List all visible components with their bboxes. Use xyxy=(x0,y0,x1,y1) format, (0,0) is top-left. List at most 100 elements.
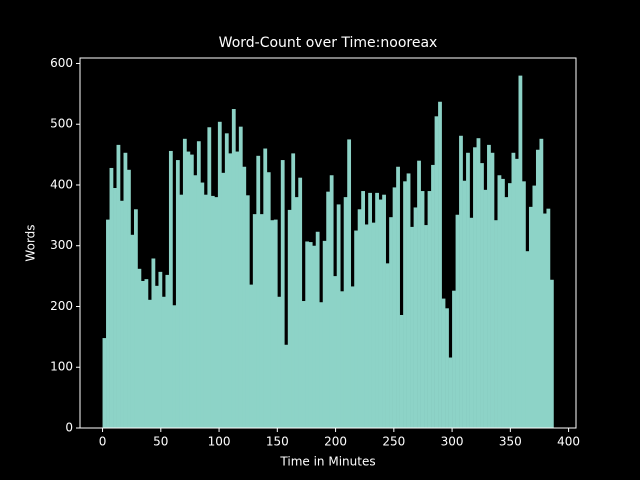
bar xyxy=(200,182,205,428)
bar xyxy=(490,152,495,428)
bar xyxy=(182,138,187,428)
bar xyxy=(113,188,117,428)
bar xyxy=(406,173,411,428)
bar xyxy=(127,169,131,428)
bar xyxy=(130,234,135,428)
bar xyxy=(361,191,366,428)
bar xyxy=(508,183,512,428)
bar xyxy=(280,160,285,428)
bar xyxy=(217,121,222,429)
bar xyxy=(525,251,530,428)
bar xyxy=(298,177,303,428)
bar xyxy=(284,344,289,428)
bar xyxy=(270,220,275,428)
bar xyxy=(532,185,537,428)
bar xyxy=(189,154,194,428)
bar xyxy=(480,163,484,428)
bar xyxy=(249,284,254,428)
bar xyxy=(497,175,502,428)
bar xyxy=(378,199,383,428)
bar xyxy=(326,191,331,428)
bar xyxy=(221,172,226,428)
bar xyxy=(305,241,310,428)
bar xyxy=(434,116,439,428)
bar xyxy=(427,191,432,428)
bar xyxy=(291,153,296,429)
bar xyxy=(116,144,121,428)
bar xyxy=(193,175,198,428)
bar xyxy=(403,181,407,428)
bar xyxy=(546,208,551,428)
bar xyxy=(207,127,212,429)
bar xyxy=(368,192,372,428)
bar xyxy=(312,245,317,428)
bar xyxy=(350,286,355,428)
bar xyxy=(459,135,463,428)
bar xyxy=(294,197,299,428)
bar xyxy=(238,126,243,428)
bar xyxy=(109,167,114,428)
bar xyxy=(511,152,516,428)
bar xyxy=(263,148,268,428)
bar xyxy=(494,220,498,428)
x-tick-label: 200 xyxy=(324,435,347,449)
bar xyxy=(535,149,540,429)
bar xyxy=(106,219,110,428)
y-tick-label: 500 xyxy=(50,117,73,131)
bar xyxy=(196,141,201,429)
bar xyxy=(224,133,229,429)
bar xyxy=(266,172,271,428)
bar xyxy=(476,138,481,429)
bar xyxy=(389,217,393,428)
bar xyxy=(172,305,177,428)
bar xyxy=(371,222,376,428)
bar xyxy=(340,291,345,428)
bar xyxy=(228,153,233,429)
bar xyxy=(448,357,453,428)
bar xyxy=(347,139,352,428)
x-tick-label: 400 xyxy=(557,435,580,449)
bar xyxy=(452,290,456,428)
bar xyxy=(417,160,421,428)
bar xyxy=(245,195,250,428)
bar xyxy=(120,200,124,428)
x-tick-label: 50 xyxy=(153,435,168,449)
bar xyxy=(445,308,449,428)
bar xyxy=(392,187,397,428)
bar xyxy=(186,151,191,428)
x-tick-label: 150 xyxy=(266,435,289,449)
bar xyxy=(375,192,379,428)
chart-title: Word-Count over Time:nooreax xyxy=(219,35,438,51)
bar xyxy=(214,197,219,428)
bar xyxy=(431,164,435,429)
bar xyxy=(322,240,327,428)
bar xyxy=(413,207,418,428)
bar xyxy=(151,258,156,428)
y-tick-label: 400 xyxy=(50,177,73,191)
y-tick-label: 100 xyxy=(50,360,73,374)
bar xyxy=(259,214,264,428)
bar xyxy=(504,197,509,428)
bar xyxy=(179,194,184,428)
x-tick-label: 100 xyxy=(208,435,231,449)
bar xyxy=(308,242,313,428)
bar xyxy=(518,75,523,428)
bar xyxy=(399,314,404,428)
bar xyxy=(333,276,338,428)
bar xyxy=(515,158,519,428)
bar xyxy=(357,209,362,428)
bar xyxy=(473,147,477,428)
bar xyxy=(210,195,215,428)
x-axis-label: Time in Minutes xyxy=(279,455,375,469)
bar xyxy=(147,299,152,428)
bar xyxy=(455,214,460,428)
bar xyxy=(134,209,138,428)
bar xyxy=(329,175,334,428)
bar xyxy=(521,181,526,428)
bar xyxy=(539,138,544,428)
bar xyxy=(256,155,261,428)
x-tick-label: 0 xyxy=(99,435,107,449)
x-tick-label: 300 xyxy=(441,435,464,449)
bar xyxy=(158,271,163,428)
